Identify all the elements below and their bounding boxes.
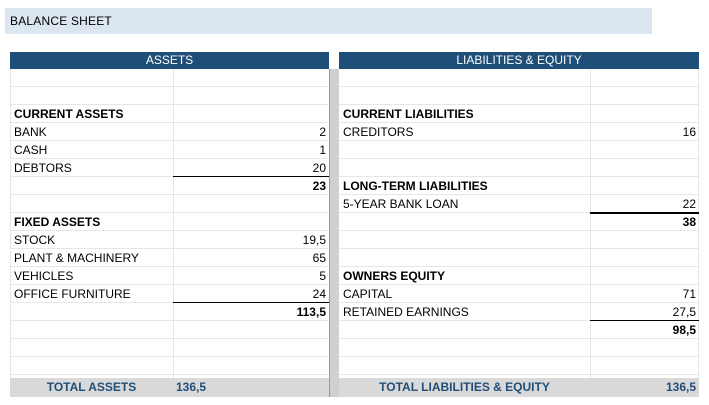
- current-assets-total[interactable]: 23: [173, 177, 329, 195]
- furniture-label: OFFICE FURNITURE: [10, 285, 173, 303]
- retained-earnings-value[interactable]: 27,5: [590, 303, 699, 321]
- total-liabilities-label: TOTAL LIABILITIES & EQUITY: [379, 380, 550, 394]
- empty-row: [339, 87, 699, 105]
- stock-label: STOCK: [10, 231, 173, 249]
- empty-row: [10, 321, 329, 339]
- retained-earnings-label: RETAINED EARNINGS: [339, 303, 590, 321]
- sheet-title: BALANCE SHEET: [5, 8, 652, 34]
- empty-row: [339, 141, 699, 159]
- debtors-label: DEBTORS: [10, 159, 173, 177]
- bank-value[interactable]: 2: [173, 123, 329, 141]
- current-assets-heading: CURRENT ASSETS: [10, 105, 329, 123]
- empty-row: [10, 69, 329, 87]
- total-liabilities-value[interactable]: 136,5: [665, 380, 696, 394]
- empty-row: [339, 159, 699, 177]
- liabilities-header: LIABILITIES & EQUITY: [339, 52, 699, 69]
- capital-value[interactable]: 71: [590, 285, 699, 303]
- stock-value[interactable]: 19,5: [173, 231, 329, 249]
- creditors-label: CREDITORS: [339, 123, 590, 141]
- total-assets-value[interactable]: 136,5: [176, 380, 207, 394]
- liabilities-total[interactable]: 38: [590, 213, 699, 231]
- assets-header: ASSETS: [10, 52, 329, 69]
- total-liabilities-row: TOTAL LIABILITIES & EQUITY 136,5: [339, 378, 699, 397]
- empty-cell: [339, 321, 590, 339]
- creditors-value[interactable]: 16: [590, 123, 699, 141]
- empty-row: [10, 339, 329, 357]
- owners-equity-heading: OWNERS EQUITY: [339, 267, 699, 285]
- balance-sheet-grid: ASSETS LIABILITIES & EQUITY CURRENT ASSE…: [10, 52, 699, 397]
- debtors-value[interactable]: 20: [173, 159, 329, 177]
- empty-row: [339, 339, 699, 357]
- cash-label: CASH: [10, 141, 173, 159]
- capital-label: CAPITAL: [339, 285, 590, 303]
- bank-label: BANK: [10, 123, 173, 141]
- empty-row: [339, 249, 699, 267]
- plant-value[interactable]: 65: [173, 249, 329, 267]
- subtotal-underline: [173, 176, 329, 177]
- vehicles-value[interactable]: 5: [173, 267, 329, 285]
- empty-cell: [10, 177, 173, 195]
- plant-label: PLANT & MACHINERY: [10, 249, 173, 267]
- equity-total[interactable]: 98,5: [590, 321, 699, 339]
- empty-row: [339, 231, 699, 249]
- empty-cell: [10, 303, 173, 321]
- total-underline: [590, 212, 699, 214]
- subtotal-underline: [173, 302, 329, 303]
- empty-row: [10, 195, 329, 213]
- empty-row: [10, 87, 329, 105]
- total-assets-row: TOTAL ASSETS 136,5: [10, 378, 329, 397]
- cash-value[interactable]: 1: [173, 141, 329, 159]
- subtotal-underline: [590, 320, 699, 321]
- empty-row: [10, 357, 329, 375]
- bank-loan-value[interactable]: 22: [590, 195, 699, 213]
- column-separator: [329, 69, 339, 397]
- fixed-assets-heading: FIXED ASSETS: [10, 213, 329, 231]
- empty-row: [339, 69, 699, 87]
- empty-row: [339, 357, 699, 375]
- bank-loan-label: 5-YEAR BANK LOAN: [339, 195, 590, 213]
- furniture-value[interactable]: 24: [173, 285, 329, 303]
- long-term-liabilities-heading: LONG-TERM LIABILITIES: [339, 177, 699, 195]
- total-assets-label: TOTAL ASSETS: [46, 380, 137, 394]
- empty-cell: [339, 213, 590, 231]
- vehicles-label: VEHICLES: [10, 267, 173, 285]
- fixed-assets-total[interactable]: 113,5: [173, 303, 329, 321]
- current-liabilities-heading: CURRENT LIABILITIES: [339, 105, 699, 123]
